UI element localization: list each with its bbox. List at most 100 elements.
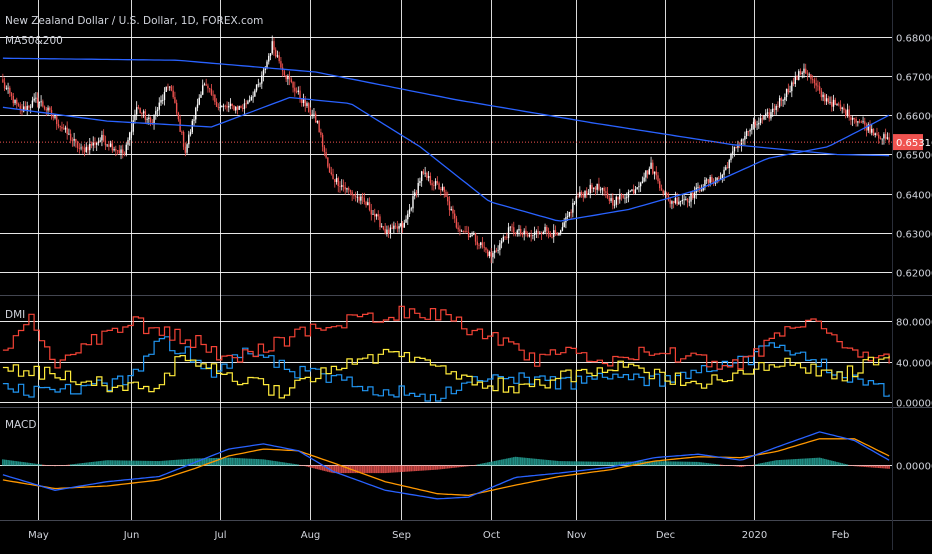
macd-histogram-bar xyxy=(127,460,129,466)
x-tick-label: Aug xyxy=(301,530,321,541)
candle-body xyxy=(796,76,798,80)
candle-body xyxy=(287,76,289,80)
candle-body xyxy=(707,179,710,183)
candle-body xyxy=(142,111,145,114)
candle-body xyxy=(235,106,237,111)
macd-histogram-bar xyxy=(90,462,93,466)
macd-histogram-bar xyxy=(45,465,48,466)
macd-histogram-bar xyxy=(850,465,852,466)
candle-body xyxy=(214,94,216,102)
macd-histogram-bar xyxy=(373,465,376,474)
candle-body xyxy=(850,117,852,120)
candle-body xyxy=(589,184,591,194)
macd-histogram-bar xyxy=(752,464,755,466)
macd-histogram-bar xyxy=(481,463,484,466)
candle-body xyxy=(313,113,315,115)
macd-histogram-bar xyxy=(745,465,748,467)
candle-body xyxy=(832,99,835,107)
macd-histogram-bar xyxy=(184,459,187,466)
candle-body xyxy=(443,186,445,192)
candle-body xyxy=(711,177,713,183)
macd-histogram-bar xyxy=(559,461,562,466)
macd-histogram-bar xyxy=(803,458,805,466)
candle-body xyxy=(841,107,843,109)
macd-histogram-bar xyxy=(585,461,588,466)
macd-histogram-bar xyxy=(721,464,724,466)
macd-histogram-bar xyxy=(554,460,557,466)
candle-body xyxy=(872,128,875,136)
macd-histogram-bar xyxy=(5,459,8,466)
candle-body xyxy=(513,227,515,233)
candle-body xyxy=(462,230,465,232)
macd-histogram-bar xyxy=(817,457,819,466)
candle-body xyxy=(612,198,614,206)
candle-body xyxy=(627,191,630,198)
macd-histogram-bar xyxy=(186,459,188,466)
macd-histogram-bar xyxy=(759,463,762,466)
macd-histogram-bar xyxy=(102,460,105,466)
macd-histogram-bar xyxy=(650,461,652,466)
candle-body xyxy=(631,189,633,192)
macd-histogram-bar xyxy=(142,460,145,466)
candle-body xyxy=(327,157,329,167)
candle-body xyxy=(33,98,35,101)
candle-body xyxy=(652,162,654,174)
candle-body xyxy=(252,96,254,98)
candle-body xyxy=(109,143,112,147)
macd-histogram-bar xyxy=(49,465,51,466)
macd-histogram-bar xyxy=(264,459,267,466)
candle-body xyxy=(76,141,79,149)
macd-histogram-bar xyxy=(452,465,454,468)
macd-histogram-bar xyxy=(502,459,505,466)
candle-body xyxy=(867,124,869,131)
macd-histogram-bar xyxy=(488,462,491,466)
macd-histogram-bar xyxy=(592,461,595,466)
macd-histogram-bar xyxy=(207,458,209,466)
candle-body xyxy=(99,140,101,142)
candle-body xyxy=(744,135,746,140)
candle-body xyxy=(495,250,498,252)
candle-body xyxy=(123,153,126,155)
macd-histogram-bar xyxy=(580,461,583,466)
candle-body xyxy=(243,103,246,109)
candle-body xyxy=(295,91,298,93)
candle-body xyxy=(299,90,301,99)
candle-body xyxy=(141,113,143,114)
macd-histogram-bar xyxy=(676,461,678,466)
last-price-tag xyxy=(893,134,923,151)
candle-body xyxy=(818,86,821,91)
macd-histogram-bar xyxy=(535,458,538,466)
candle-body xyxy=(188,134,190,145)
candle-body xyxy=(410,208,412,210)
candle-body xyxy=(815,83,817,86)
candle-body xyxy=(393,225,395,229)
macd-histogram-bar xyxy=(33,463,35,466)
candle-body xyxy=(2,79,4,83)
candle-body xyxy=(341,185,343,187)
macd-histogram-bar xyxy=(55,465,58,467)
macd-histogram-bar xyxy=(872,465,875,468)
candle-body xyxy=(506,237,508,239)
macd-histogram-bar xyxy=(726,465,729,466)
candle-body xyxy=(516,230,518,234)
macd-histogram-bar xyxy=(36,463,39,466)
macd-histogram-bar xyxy=(441,465,444,470)
macd-histogram-bar xyxy=(773,460,776,466)
macd-histogram-bar xyxy=(446,465,449,469)
candle-body xyxy=(153,114,155,124)
candle-body xyxy=(342,185,345,188)
macd-histogram-bar xyxy=(62,465,65,466)
dmi-minus-di-line xyxy=(2,305,890,370)
candle-body xyxy=(96,142,98,145)
candle-body xyxy=(62,128,65,130)
macd-histogram-bar xyxy=(433,465,435,470)
candle-body xyxy=(374,213,376,217)
macd-histogram-bar xyxy=(356,465,359,474)
candle-body xyxy=(335,178,338,182)
candle-body xyxy=(407,213,409,220)
macd-histogram-bar xyxy=(415,465,418,472)
